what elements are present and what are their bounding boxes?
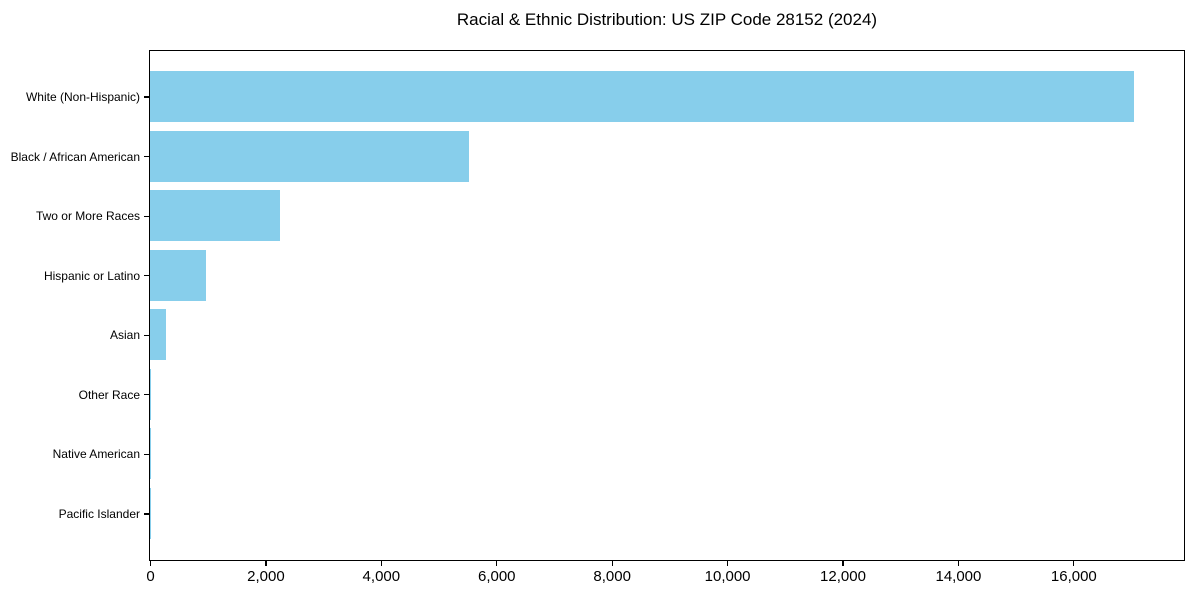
y-tick-label-two-or-more-races: Two or More Races — [35, 209, 140, 224]
x-tick-label-10000: 10,000 — [704, 568, 751, 585]
y-tick-mark — [144, 275, 149, 277]
x-tick-mark — [265, 561, 267, 566]
chart-title: Racial & Ethnic Distribution: US ZIP Cod… — [456, 10, 878, 29]
bar-black-african-american — [150, 130, 470, 182]
y-tick-mark — [144, 215, 149, 217]
y-tick-label-black-african-american: Black / African American — [10, 149, 140, 164]
bar-hispanic-or-latino — [150, 249, 206, 301]
bar-native-american — [150, 428, 151, 480]
x-tick-label-14000: 14,000 — [935, 568, 982, 585]
x-tick-label-2000: 2,000 — [247, 568, 285, 585]
x-tick-mark — [380, 561, 382, 566]
bar-two-or-more-races — [150, 190, 280, 242]
x-tick-label-6000: 6,000 — [477, 568, 516, 585]
y-tick-label-pacific-islander: Pacific Islander — [58, 506, 140, 521]
x-tick-label-8000: 8,000 — [593, 568, 631, 585]
x-tick-mark — [957, 561, 960, 566]
y-tick-label-asian: Asian — [109, 328, 140, 343]
y-tick-mark — [144, 513, 149, 515]
y-tick-mark — [144, 96, 149, 98]
bar-other-race — [150, 368, 152, 420]
y-tick-label-other-race: Other Race — [78, 387, 140, 402]
plot-area — [149, 50, 1185, 561]
x-tick-mark — [149, 561, 152, 566]
y-tick-label-native-american: Native American — [52, 447, 140, 462]
x-tick-label-0: 0 — [146, 568, 155, 585]
y-tick-mark — [144, 155, 149, 158]
y-tick-mark — [144, 453, 149, 455]
x-tick-mark — [611, 561, 613, 566]
x-tick-label-4000: 4,000 — [362, 568, 401, 585]
x-tick-mark — [496, 561, 498, 566]
y-tick-mark — [144, 334, 149, 336]
bar-asian — [150, 309, 167, 361]
x-tick-label-12000: 12,000 — [820, 568, 866, 585]
x-tick-mark — [842, 561, 844, 566]
y-tick-mark — [144, 394, 149, 396]
y-tick-label-hispanic-or-latino: Hispanic or Latino — [43, 268, 140, 283]
x-tick-label-16000: 16,000 — [1050, 568, 1097, 585]
x-tick-mark — [726, 561, 729, 566]
x-tick-mark — [1073, 561, 1075, 566]
bar-white-non-hispanic — [150, 71, 1134, 122]
y-tick-label-white-non-hispanic: White (Non-Hispanic) — [25, 90, 140, 104]
